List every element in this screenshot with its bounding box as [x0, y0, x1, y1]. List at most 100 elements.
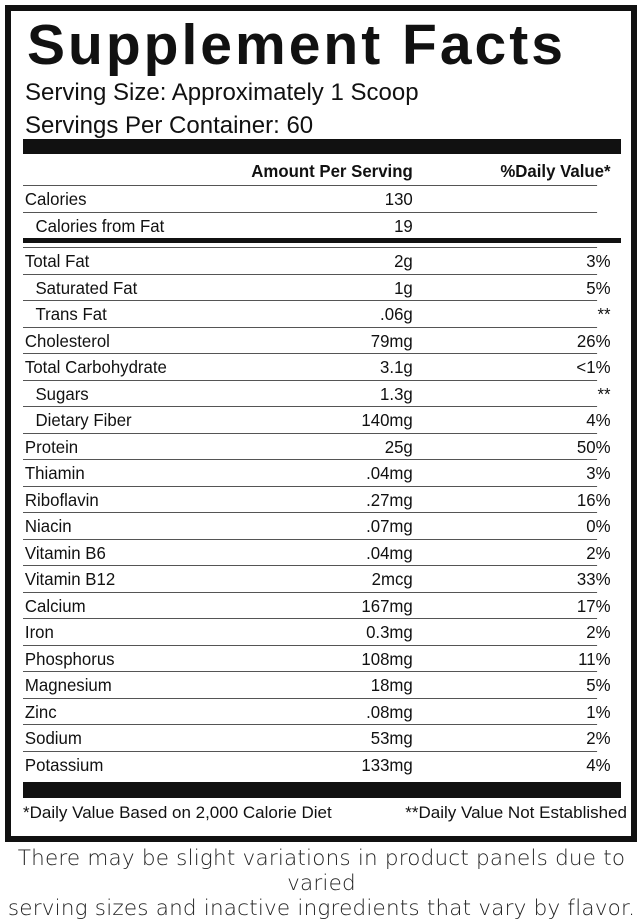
nutrient-name: Protein: [24, 436, 79, 457]
nutrient-row: Potassium 133mg 4%: [23, 750, 611, 779]
nutrient-name: Thiamin: [24, 463, 85, 483]
nutrient-name: Vitamin B12: [24, 569, 116, 589]
nutrient-amount: .08mg: [366, 701, 413, 722]
nutrient-name: Phosphorus: [24, 648, 115, 669]
nutrient-name: Niacin: [24, 516, 72, 536]
nutrient-daily-value: <1%: [576, 357, 611, 377]
nutrient-amount: .04mg: [366, 463, 413, 483]
nutrient-amount: 2mcg: [371, 569, 413, 589]
nutrient-row: Calories 130: [23, 185, 598, 213]
nutrient-name: Sodium: [24, 728, 82, 748]
nutrient-daily-value: 26%: [576, 330, 611, 351]
nutrient-daily-value: 0%: [586, 516, 611, 536]
nutrient-row: Zinc .08mg 1%: [23, 697, 611, 726]
nutrient-daily-value: 2%: [586, 542, 611, 563]
disclaimer-line: serving sizes and inactive ingredients t…: [7, 896, 636, 921]
column-header: Amount Per Serving %Daily Value*: [23, 158, 610, 185]
nutrient-amount: 167mg: [361, 595, 413, 616]
nutrient-daily-value: 17%: [576, 595, 611, 616]
nutrient-name: Calories: [24, 189, 87, 209]
nutrient-daily-value: 2%: [586, 622, 611, 642]
nutrient-daily-value: 33%: [576, 569, 611, 589]
dv-header: %Daily Value*: [500, 161, 611, 181]
nutrient-row: Saturated Fat 1g 5%: [23, 273, 611, 302]
footnote-daily-value: *Daily Value Based on 2,000 Calorie Diet: [23, 803, 332, 822]
nutrient-daily-value: **: [597, 383, 611, 404]
nutrient-amount: 133mg: [361, 754, 413, 775]
nutrient-amount: 140mg: [361, 410, 413, 430]
nutrient-amount: .27mg: [366, 489, 413, 510]
nutrient-name: Zinc: [24, 701, 57, 722]
nutrient-row: Thiamin .04mg 3%: [23, 459, 611, 487]
nutrient-amount: 53mg: [370, 728, 413, 748]
panel-title: Supplement Facts: [27, 13, 566, 77]
nutrient-daily-value: 2%: [586, 728, 611, 748]
nutrient-daily-value: 11%: [578, 648, 611, 669]
nutrient-daily-value: 3%: [586, 463, 611, 483]
nutrient-name: Trans Fat: [35, 304, 107, 324]
nutrient-name: Calories from Fat: [35, 215, 165, 236]
servings-per-container: Servings Per Container: 60: [25, 112, 314, 139]
nutrient-amount: 18mg: [370, 675, 413, 695]
nutrient-row: Total Carbohydrate 3.1g <1%: [23, 353, 611, 381]
supplement-facts-panel: Supplement Facts Serving Size: Approxima…: [5, 5, 637, 842]
nutrient-name: Dietary Fiber: [35, 410, 132, 430]
nutrient-amount: 1.3g: [380, 383, 413, 404]
nutrient-amount: 1g: [394, 277, 413, 298]
thick-divider-bottom: [23, 782, 621, 798]
nutrient-name: Cholesterol: [24, 330, 110, 351]
nutrient-row: Riboflavin .27mg 16%: [23, 485, 611, 514]
nutrient-row: Calories from Fat 19: [23, 211, 598, 240]
nutrient-row: Protein 25g 50%: [23, 432, 611, 461]
nutrient-row: Phosphorus 108mg 11%: [23, 644, 611, 673]
footnote-not-established: **Daily Value Not Established: [405, 803, 627, 822]
nutrient-row: Iron 0.3mg 2%: [23, 618, 611, 646]
amount-header: Amount Per Serving: [251, 161, 413, 181]
nutrient-amount: 25g: [384, 436, 413, 457]
nutrient-name: Iron: [24, 622, 54, 642]
nutrient-name: Total Carbohydrate: [24, 357, 167, 377]
nutrient-name: Saturated Fat: [35, 277, 138, 298]
nutrient-row: Sodium 53mg 2%: [23, 724, 611, 752]
nutrient-row: Calcium 167mg 17%: [23, 591, 611, 620]
nutrient-daily-value: **: [597, 304, 611, 324]
nutrient-daily-value: 5%: [586, 277, 611, 298]
nutrient-amount: .07mg: [366, 516, 413, 536]
nutrient-name: Calcium: [24, 595, 86, 616]
nutrient-daily-value: 3%: [586, 251, 611, 271]
serving-size: Serving Size: Approximately 1 Scoop: [25, 79, 419, 106]
nutrient-amount: 0.3mg: [366, 622, 413, 642]
nutrient-amount: 2g: [394, 251, 413, 271]
nutrient-row: Cholesterol 79mg 26%: [23, 326, 611, 355]
nutrient-amount: .04mg: [366, 542, 413, 563]
nutrient-amount: .06g: [380, 304, 413, 324]
nutrient-amount: 130: [384, 189, 413, 209]
nutrient-daily-value: 4%: [586, 410, 611, 430]
nutrient-daily-value: 1%: [586, 701, 611, 722]
nutrient-amount: 19: [394, 215, 413, 236]
nutrient-amount: 108mg: [361, 648, 413, 669]
nutrient-row: Sugars 1.3g **: [23, 379, 611, 408]
nutrient-row: Trans Fat .06g **: [23, 300, 611, 328]
nutrient-row: Magnesium 18mg 5%: [23, 671, 611, 699]
thick-divider: [23, 139, 621, 154]
nutrient-row: Dietary Fiber 140mg 4%: [23, 406, 611, 434]
nutrient-amount: 3.1g: [380, 357, 413, 377]
nutrient-name: Vitamin B6: [24, 542, 106, 563]
nutrient-name: Total Fat: [24, 251, 90, 271]
nutrient-amount: 79mg: [370, 330, 413, 351]
nutrient-row: Vitamin B6 .04mg 2%: [23, 538, 611, 567]
nutrient-row: Vitamin B12 2mcg 33%: [23, 565, 611, 593]
disclaimer: There may be slight variations in produc…: [0, 846, 643, 921]
nutrient-name: Riboflavin: [24, 489, 99, 510]
nutrient-daily-value: 16%: [576, 489, 611, 510]
nutrient-row: Total Fat 2g 3%: [23, 247, 611, 275]
disclaimer-line: There may be slight variations in produc…: [17, 846, 626, 896]
nutrient-name: Magnesium: [24, 675, 112, 695]
nutrient-name: Potassium: [24, 754, 104, 775]
medium-divider: [23, 238, 621, 243]
nutrient-name: Sugars: [35, 383, 89, 404]
nutrient-daily-value: 5%: [586, 675, 611, 695]
nutrient-row: Niacin .07mg 0%: [23, 512, 611, 540]
nutrient-daily-value: 4%: [586, 754, 611, 775]
